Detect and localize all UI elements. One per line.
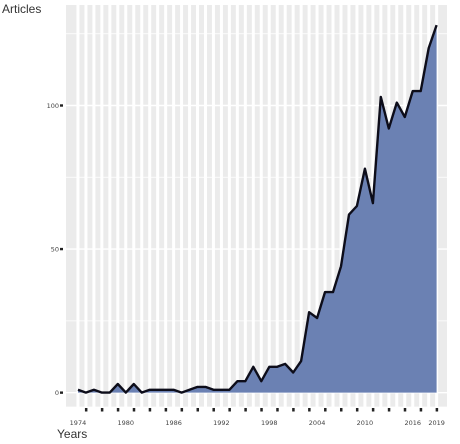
x-axis-label: Years [57, 427, 88, 441]
x-tick-mark [196, 408, 200, 412]
x-tick-mark [260, 408, 263, 412]
y-tick-mark [60, 391, 63, 394]
x-tick-mark [292, 408, 295, 412]
x-tick-mark [339, 408, 343, 412]
x-tick-label: 1986 [165, 419, 182, 427]
x-tick-mark [324, 408, 327, 412]
area-fill [78, 25, 437, 393]
x-tick-label: 2010 [357, 419, 374, 427]
x-tick-mark [148, 408, 152, 412]
x-tick-mark [212, 408, 215, 412]
x-tick-mark [435, 408, 439, 412]
y-axis-ticks: 0 50 100 [47, 102, 63, 397]
x-tick-label: 1980 [118, 419, 135, 427]
x-tick-mark [403, 408, 407, 412]
y-tick-label: 50 [51, 245, 59, 253]
x-tick-mark [164, 408, 168, 412]
y-tick-label: 0 [55, 389, 59, 397]
x-tick-mark [371, 408, 375, 412]
y-tick-mark [60, 104, 63, 107]
x-tick-label: 1974 [70, 419, 87, 427]
x-axis-ticks: 1974 1980 1986 1992 1998 2004 2010 2016 2019 [70, 408, 445, 427]
x-tick-label: 2004 [309, 419, 326, 427]
x-tick-mark [244, 408, 247, 412]
x-tick-label: 2016 [404, 419, 421, 427]
x-tick-mark [276, 408, 279, 412]
x-tick-label: 2019 [428, 419, 445, 427]
x-tick-mark [419, 408, 423, 412]
y-tick-label: 100 [47, 102, 59, 110]
x-tick-mark [308, 408, 311, 412]
y-tick-mark [60, 247, 63, 251]
x-tick-mark [100, 408, 104, 412]
x-tick-label: 1998 [261, 419, 278, 427]
y-axis-label: Articles [2, 2, 42, 16]
x-tick-mark [132, 408, 136, 412]
x-tick-mark [228, 408, 231, 412]
x-tick-mark [116, 408, 120, 412]
series-line [77, 24, 438, 394]
x-tick-label: 1992 [213, 419, 230, 427]
x-tick-mark [84, 408, 88, 412]
x-tick-mark [355, 408, 359, 412]
x-tick-mark [180, 408, 184, 412]
x-tick-mark [387, 408, 391, 412]
